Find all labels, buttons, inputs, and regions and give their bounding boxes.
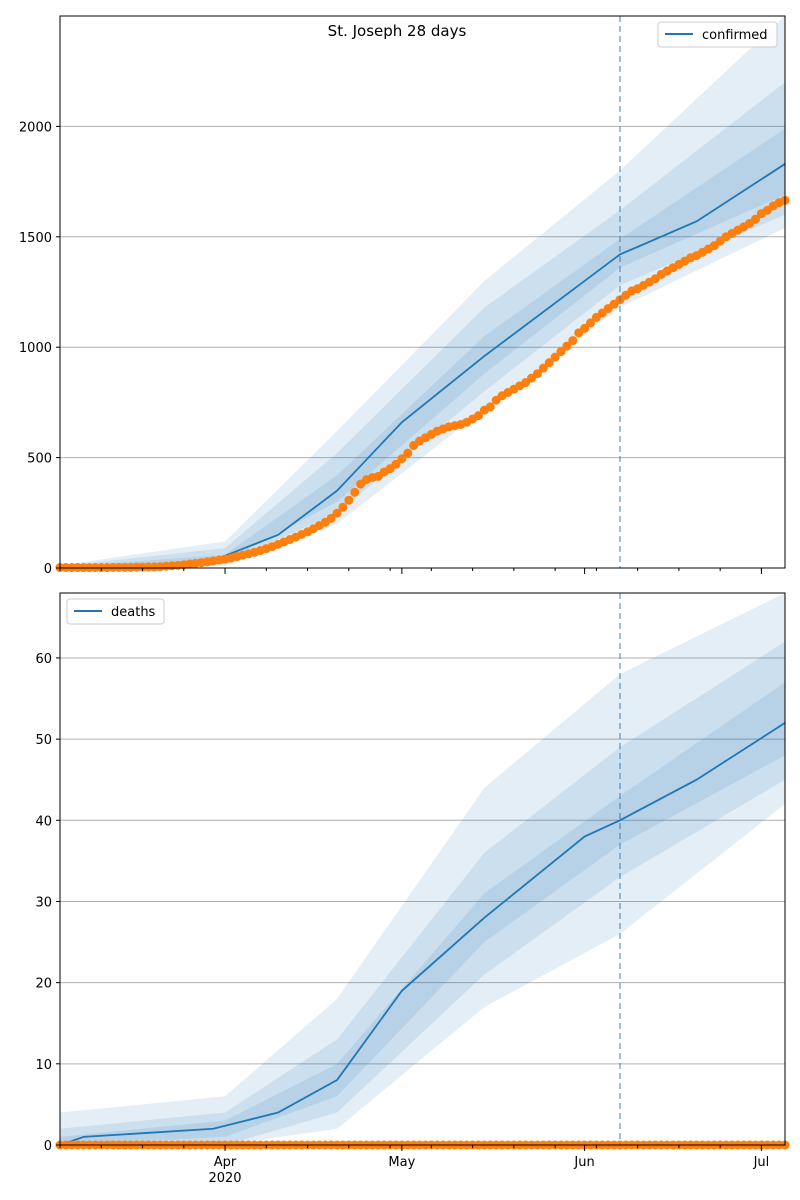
deaths-y-tick-label: 60 [35,652,52,667]
confirmed-y-ticks: 0 500 1000 1500 2000 [19,120,60,577]
x-tick-label: May [388,1155,415,1170]
confirmed-y-tick-label: 0 [44,562,52,577]
confirmed-data-point [562,341,572,351]
confirmed-data-point [580,323,590,333]
deaths-legend: deaths [66,598,165,625]
deaths-y-tick-label: 50 [35,733,52,748]
confirmed-y-tick-label: 1500 [19,231,52,246]
x-tick-label: Apr [214,1155,237,1170]
deaths-band-outer [60,593,785,1145]
deaths-axes-frame [59,592,786,1146]
confirmed-data-point [397,454,407,464]
x-tick-year-label: 2020 [208,1171,241,1186]
confirmed-panel: 0 500 1000 1500 2000 St. Joseph 28 days conf… [19,15,790,577]
confirmed-data-point [332,508,342,518]
confirmed-axes-frame [59,15,786,569]
confirmed-data-point [538,363,548,373]
deaths-y-tick-label: 40 [35,814,52,829]
confirmed-y-tick-label: 1000 [19,341,52,356]
confirmed-data-point [585,318,595,328]
confirmed-data-point [350,487,360,497]
confirmed-data-point [550,352,560,362]
confirmed-y-tick-label: 2000 [19,120,52,135]
confirmed-y-tick-label: 500 [27,452,52,467]
deaths-y-tick-label: 0 [44,1139,52,1154]
confirmed-data-point [485,402,495,412]
confirmed-data-point [344,495,354,505]
confirmed-data-point [568,336,578,346]
confirmed-data-point [751,214,761,224]
confirmed-data-point [403,448,413,458]
deaths-median-line [59,722,786,1146]
x-tick-label: Jun [573,1155,594,1170]
deaths-y-tick-label: 30 [35,895,52,910]
confirmed-legend-box [657,21,778,48]
deaths-y-ticks: 0 10 20 30 40 50 60 [35,652,60,1154]
confirmed-data-point [473,411,483,421]
deaths-uncertainty-bands [60,593,785,1145]
confirmed-data-point [544,358,554,368]
confirmed-data-point [532,369,542,379]
deaths-y-tick-label: 20 [35,977,52,992]
x-tick-label: Jul [753,1155,770,1170]
confirmed-legend-label: confirmed [702,28,768,43]
confirmed-data-point [556,347,566,357]
confirmed-data-point [391,459,401,469]
chart-title: St. Joseph 28 days [328,22,467,40]
deaths-median-line-path [59,722,786,1146]
confirmed-x-ticks [59,568,762,574]
confirmed-data-point [338,502,348,512]
confirmed-data-point [326,513,336,523]
deaths-legend-box [66,598,165,625]
deaths-legend-label: deaths [111,605,156,620]
deaths-band-middle [60,641,785,1145]
deaths-y-tick-label: 10 [35,1058,52,1073]
confirmed-legend: confirmed [657,21,778,48]
